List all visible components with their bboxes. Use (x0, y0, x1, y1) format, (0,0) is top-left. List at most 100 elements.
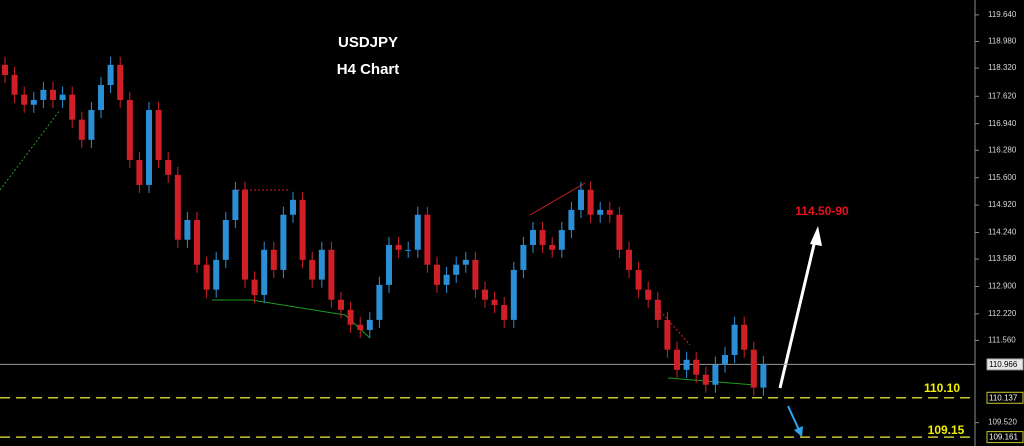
candle-body (357, 324, 364, 330)
annotation: 110.10 (924, 381, 960, 395)
candle-body (40, 89, 47, 100)
candle-body (222, 219, 229, 260)
price-box (986, 391, 1024, 404)
candle-body (318, 249, 325, 280)
candle-body (386, 244, 392, 285)
candle-body (635, 269, 642, 290)
y-tick-label: 112.900 (988, 282, 1017, 291)
annotation: 109.15 (928, 423, 965, 437)
candle-body (405, 249, 412, 251)
trend-line (529, 182, 586, 216)
y-tick-label: 115.600 (988, 173, 1017, 182)
candle-body (203, 264, 210, 290)
candle-body (712, 364, 719, 385)
candle-body (702, 374, 709, 385)
candle-body (482, 289, 488, 300)
candle-body (280, 214, 287, 270)
candle-body (290, 199, 296, 215)
chart-subtitle: H4 Chart (337, 61, 400, 78)
trend-line (0, 109, 61, 191)
candle-body (136, 159, 143, 185)
candle-body (414, 214, 421, 250)
candle-body (338, 299, 344, 310)
candle-body (664, 319, 671, 350)
candle-body (309, 259, 316, 280)
candle-body (597, 209, 604, 215)
candle-body (69, 94, 76, 120)
candle-body (194, 219, 200, 265)
candle-body (443, 274, 450, 285)
y-tick-label: 113.580 (988, 254, 1017, 263)
price-box (986, 358, 1024, 371)
candle-body (558, 230, 565, 250)
candle-body (587, 189, 594, 215)
candle-body (117, 64, 124, 100)
y-tick-label: 119.640 (988, 10, 1017, 19)
candle-body (722, 354, 728, 365)
candle-body (242, 189, 248, 280)
candle-body (626, 249, 632, 270)
candle-body (462, 259, 469, 265)
candle-body (21, 94, 28, 105)
candle-body (645, 289, 652, 300)
candle-body (88, 109, 95, 140)
candle-body (731, 324, 738, 355)
candle-body (453, 264, 460, 275)
candle-body (434, 264, 440, 285)
candle-body (520, 244, 527, 270)
y-tick-label: 112.220 (988, 309, 1017, 318)
candle-body (616, 214, 623, 250)
candle-body (750, 349, 757, 388)
candle-body (395, 244, 402, 250)
price-box (986, 431, 1024, 444)
candle-body (578, 189, 584, 210)
candle-body (11, 74, 18, 95)
candle-body (107, 64, 114, 86)
candle-body (155, 109, 162, 160)
candle-body (654, 299, 661, 320)
candle-body (78, 119, 85, 140)
candle-body (376, 284, 383, 320)
candle-body (760, 364, 767, 388)
annotation: 114.50-90 (795, 204, 849, 218)
y-tick-label: 116.280 (988, 145, 1017, 154)
candle-body (472, 259, 479, 290)
candle-body (165, 159, 172, 175)
price-label: 109.161 (989, 433, 1018, 442)
candle-body (232, 189, 239, 220)
y-tick-label: 114.240 (988, 228, 1017, 237)
y-tick-label: 109.520 (988, 418, 1017, 427)
candle-body (568, 209, 575, 231)
candle-body (347, 309, 354, 325)
arrow-down (787, 405, 800, 431)
trend-line (654, 304, 691, 346)
y-tick-label: 118.980 (988, 37, 1017, 46)
candle-body (424, 214, 431, 265)
candle-body (683, 359, 690, 370)
candle-body (530, 230, 536, 245)
candle-body (50, 89, 56, 100)
candle-body (741, 324, 748, 350)
candle-body (30, 99, 37, 105)
y-tick-label: 117.620 (988, 91, 1017, 100)
arrow-up (778, 235, 818, 389)
candle-body (2, 64, 8, 75)
arrow-head (810, 226, 822, 246)
candle-body (146, 109, 152, 185)
candle-body (126, 99, 133, 160)
candle-body (59, 94, 66, 100)
y-tick-label: 116.940 (988, 119, 1017, 128)
y-tick-label: 114.920 (988, 200, 1017, 209)
y-tick-label: 111.560 (988, 336, 1016, 345)
candle-body (251, 279, 258, 295)
candle-body (98, 85, 104, 110)
candle-body (510, 269, 517, 320)
chart-title: USDJPY (338, 34, 398, 51)
candle-body (606, 209, 613, 215)
y-tick-label: 118.320 (988, 63, 1017, 72)
candle-body (328, 249, 335, 300)
candle-body (674, 349, 680, 370)
candle-body (213, 259, 220, 290)
